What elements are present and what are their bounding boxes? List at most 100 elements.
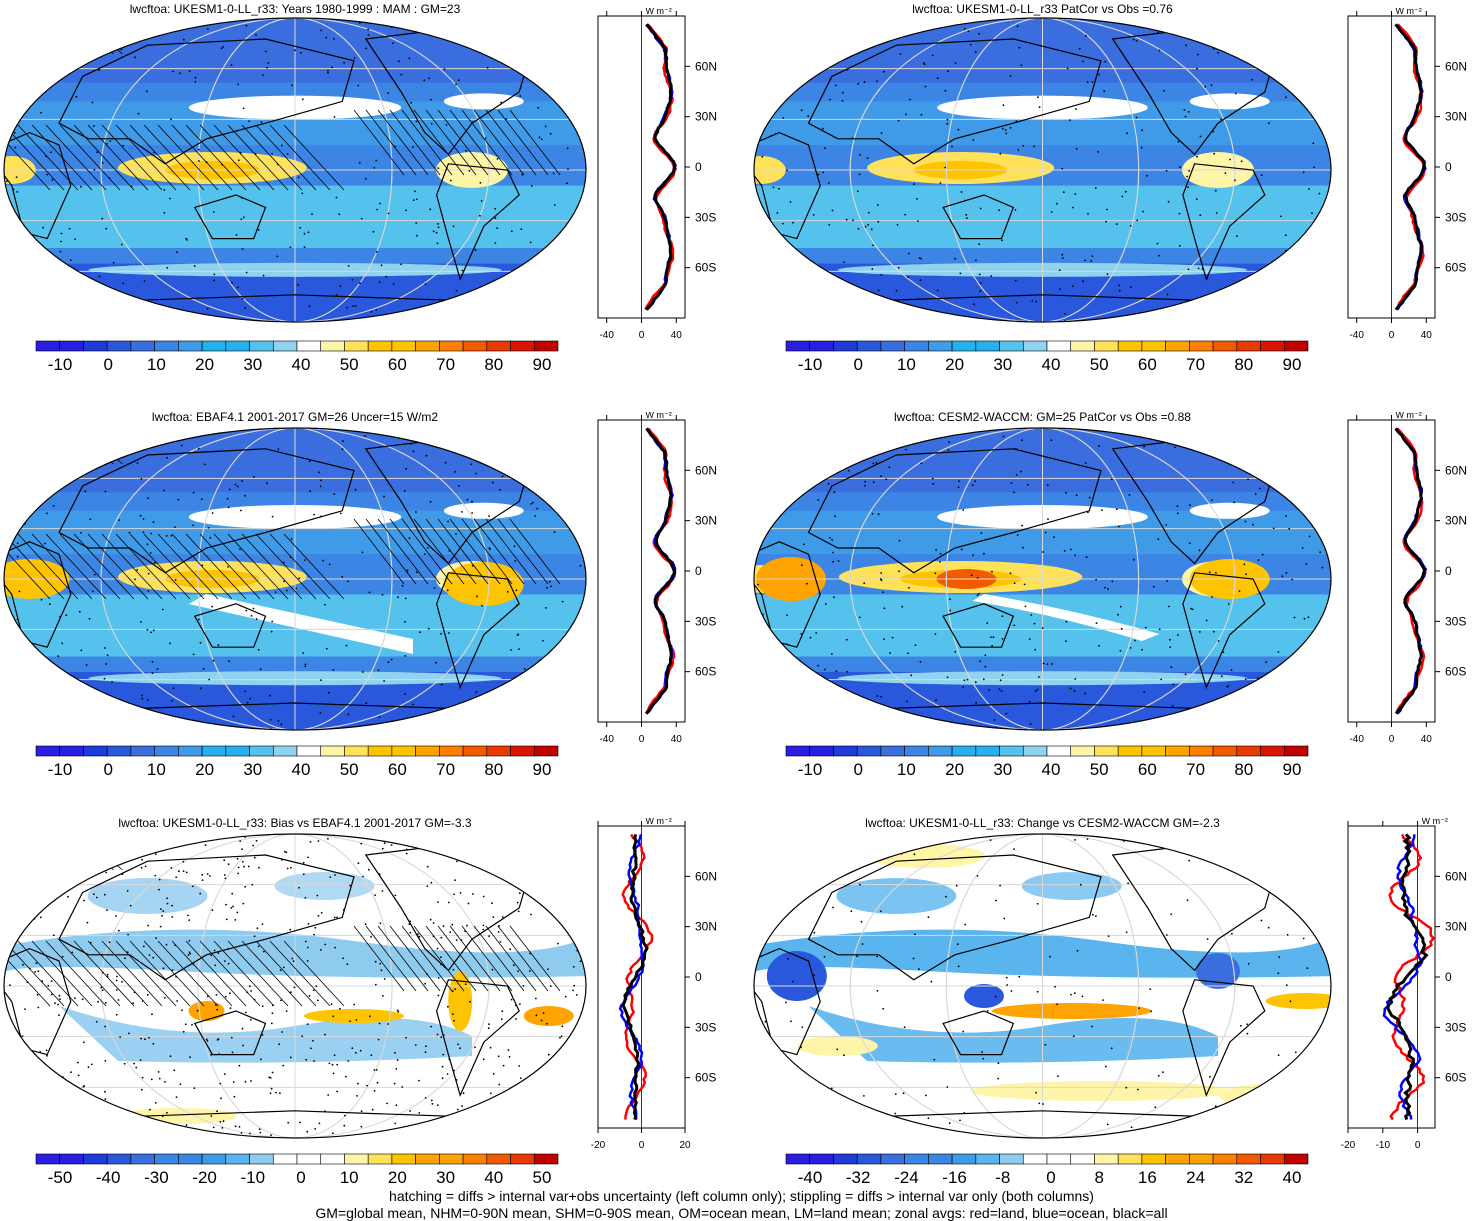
coastlines [754,28,1278,302]
colorbar-swatch [1260,340,1285,352]
colorbar-swatch [1022,745,1048,757]
colorbar-label: 20 [387,1168,407,1187]
colorbar-label: 16 [1137,1168,1157,1187]
colorbar-label: 20 [945,760,965,779]
colorbar-swatch [249,1153,274,1165]
panel-title: lwcftoa: UKESM1-0-LL_r33: Years 1980-199… [129,2,461,16]
stippling [754,428,1331,730]
colorbar-label: -10 [797,355,823,374]
colorbar-swatch [225,1153,250,1165]
zonal-x-tick-label: -40 [1349,330,1364,341]
colorbar-swatch [344,745,369,757]
colorbar-swatch [83,340,108,352]
map-border [753,17,1332,323]
colorbar-swatch [83,745,108,757]
colorbar-swatch [1070,340,1095,352]
colorbar-swatch [1283,745,1309,757]
colorbar-label: 10 [896,760,916,779]
colorbar-swatch [1070,745,1095,757]
colorbar-swatch [130,1153,155,1165]
zonal-x-tick-label: 0 [1389,734,1395,745]
colorbar-label: -10 [47,760,73,779]
colorbar-swatch [178,340,203,352]
colorbar-swatch [486,340,511,352]
colorbar-label: -8 [995,1168,1011,1187]
zonal-line-all [1394,427,1427,715]
zonal-line-all [645,427,677,715]
colorbar-label: 70 [436,355,456,374]
zonal-lat-label: 60N [695,869,717,883]
map-field [754,834,1331,1138]
colorbar-swatch [1283,1153,1309,1165]
colorbar-swatch [1189,745,1214,757]
colorbar-swatch [106,340,132,352]
colorbar-label: 40 [291,760,311,779]
colorbar-swatch [154,745,179,757]
panel-title: lwcftoa: UKESM1-0-LL_r33 PatCor vs Obs =… [912,2,1173,16]
map-border [3,17,587,323]
colorbar-swatch [880,745,905,757]
colorbar-swatch [975,340,1000,352]
colorbar-swatch [1165,340,1190,352]
zonal-line-land [1394,23,1426,311]
colorbar-swatch [510,1153,535,1165]
colorbar-swatch [462,340,488,352]
colorbar-swatch [367,340,393,352]
colorbar-swatch [130,745,155,757]
colorbar-swatch [904,745,929,757]
graticule [4,428,586,730]
colorbar-swatch [201,340,227,352]
colorbar-label: 0 [296,1168,306,1187]
colorbar-swatch [272,745,298,757]
zonal-lat-label: 60N [1445,869,1467,883]
colorbar-swatch [154,340,179,352]
zonal-lat-label: 60S [695,665,716,679]
colorbar-label: 30 [243,355,263,374]
colorbar-swatch [391,1153,416,1165]
colorbar-swatch [178,1153,203,1165]
colorbar-swatch [35,1153,61,1165]
map-field [4,834,586,1138]
zonal-unit-label: W m⁻² [1422,818,1448,826]
colorbar-swatch [785,340,811,352]
colorbar-swatch [59,1153,84,1165]
zonal-lat-label: 60S [1445,261,1466,275]
colorbar-label: 30 [993,355,1013,374]
colorbar-swatch [785,745,811,757]
colorbar-swatch [225,340,250,352]
zonal-lat-label: 30S [695,210,716,224]
zonal-mean-plot: 60N 30N 0 30S 60S -40 0 40 W m⁻² [597,412,717,745]
colorbar-swatch [833,340,858,352]
map-border [753,427,1332,731]
map [753,833,1332,1139]
zonal-line-all [645,23,676,311]
colorbar-swatch [856,340,882,352]
map-field [4,18,586,322]
map-border [3,833,587,1139]
colorbar-swatch [1117,1153,1143,1165]
map-border [3,427,587,731]
colorbar-swatch [178,745,203,757]
graticule [754,18,1331,322]
colorbar-swatch [59,745,84,757]
colorbar-swatch [951,1153,977,1165]
colorbar-label: 60 [387,355,407,374]
colorbar-label: 10 [896,355,916,374]
zonal-line-all [1394,23,1426,311]
map [3,833,587,1139]
colorbar-label: 80 [1234,760,1254,779]
panel-title: lwcftoa: EBAF4.1 2001-2017 GM=26 Uncer=1… [151,410,439,424]
graticule [754,834,1331,1138]
colorbar-label: 20 [195,355,215,374]
colorbar-swatch [272,1153,298,1165]
colorbar [35,1153,559,1165]
zonal-x-tick-label: 40 [1421,330,1433,341]
colorbar-label: 0 [853,355,863,374]
colorbar [785,1153,1309,1165]
zonal-lat-label: 0 [1445,970,1452,984]
colorbar-swatch [1165,745,1190,757]
zonal-lat-label: 0 [695,160,702,174]
colorbar-swatch [1022,340,1048,352]
colorbar-swatch [201,745,227,757]
zonal-x-tick-label: 40 [671,734,683,745]
